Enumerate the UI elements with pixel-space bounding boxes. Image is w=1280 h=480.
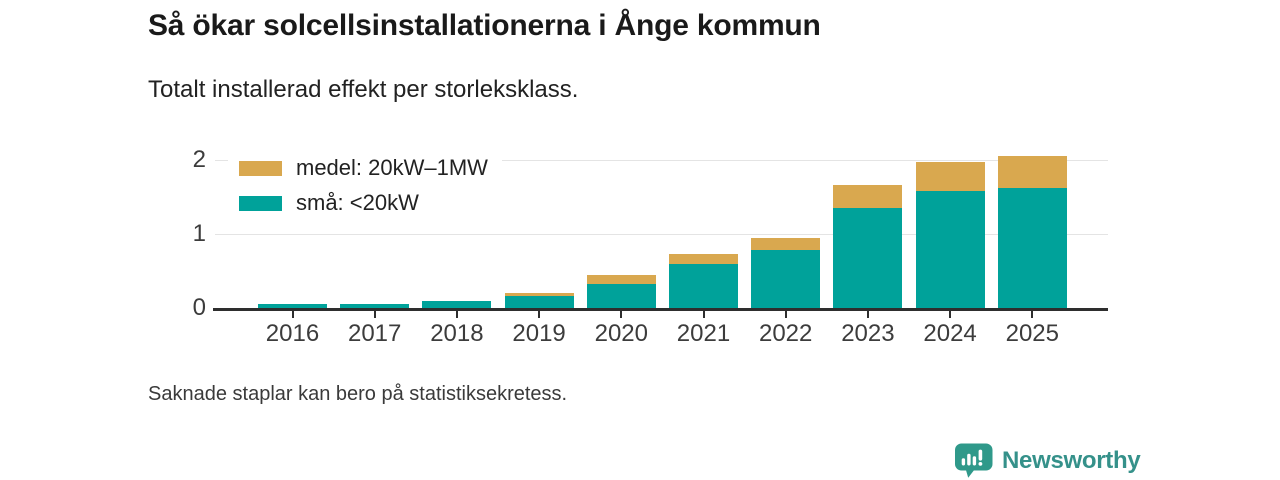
legend-label-sma: små: <20kW [296,190,419,215]
x-axis-tick-2019 [538,311,541,318]
bar-2023-medel [833,185,903,209]
x-axis-line [213,308,1108,311]
gridline-1 [215,234,1108,235]
legend-label-medel: medel: 20kW–1MW [296,155,488,180]
bar-2016-sma [258,304,327,308]
newsworthy-wordmark: Newsworthy [1002,446,1141,474]
legend-item-medel: medel: 20kW–1MW [228,155,502,181]
x-axis-label-2023: 2023 [841,320,895,347]
bar-2021-sma [669,264,738,308]
y-axis-label-0: 0 [192,294,206,321]
bar-2018-sma [422,300,492,308]
x-axis-label-2025: 2025 [1005,320,1059,347]
x-axis-label-2016: 2016 [265,320,320,347]
x-axis-label-2024: 2024 [923,320,977,347]
x-axis-label-2020: 2020 [594,320,648,347]
x-axis-label-2018: 2018 [430,320,484,347]
legend-swatch-sma [239,195,282,211]
page-title: Så ökar solcellsinstallationerna i Ånge … [148,9,821,42]
bar-2021-medel [669,254,738,265]
y-axis-label-1: 1 [192,220,206,247]
bar-2024-medel [915,162,985,192]
newsworthy-logo[interactable]: Newsworthy [953,442,1141,479]
chart-legend: medel: 20kW–1MW små: <20kW [228,155,502,216]
x-axis-tick-2018 [455,311,458,318]
bar-2025-medel [997,155,1067,189]
bar-2020-sma [586,284,656,308]
chart-subtitle: Totalt installerad effekt per storlekskl… [148,76,579,103]
x-axis-tick-2016 [291,311,294,318]
y-axis-label-2: 2 [192,146,206,173]
bar-2022-sma [751,250,821,308]
bar-2022-medel [751,237,821,251]
x-axis-label-2017: 2017 [347,320,402,347]
x-axis-label-2022: 2022 [758,320,813,347]
x-axis-tick-2020 [620,311,623,318]
x-axis-tick-2022 [784,311,787,318]
x-axis-label-2021: 2021 [676,320,731,347]
bar-2019-sma [504,295,574,308]
bar-2019-medel [504,292,574,296]
legend-swatch-medel [239,160,282,176]
footer-note: Saknade staplar kan bero på statistiksek… [148,383,568,405]
bar-2023-sma [833,208,903,308]
legend-item-sma: små: <20kW [228,190,433,216]
bar-2025-sma [997,188,1067,308]
newsworthy-bubble-chart-icon [955,443,993,478]
x-axis-tick-2024 [949,311,952,318]
x-axis-tick-2017 [373,311,376,318]
bar-2017-sma [340,304,410,308]
x-axis-tick-2023 [866,311,869,318]
x-axis-label-2019: 2019 [512,320,566,347]
x-axis-tick-2021 [702,311,705,318]
bar-2024-sma [915,191,985,308]
gridline-2 [215,160,1108,161]
x-axis-tick-2025 [1031,311,1034,318]
bar-2020-medel [586,274,656,285]
